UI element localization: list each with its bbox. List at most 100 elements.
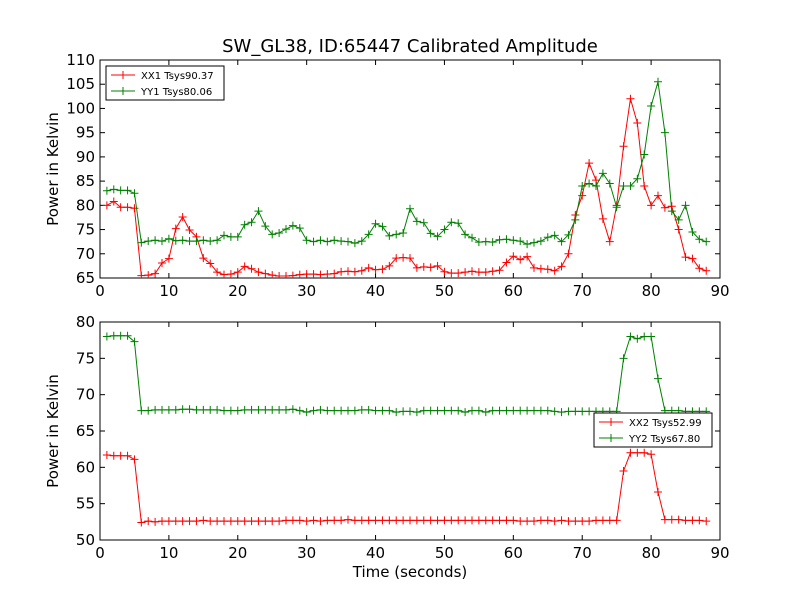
data-point bbox=[557, 408, 566, 417]
data-point bbox=[619, 142, 628, 151]
data-point bbox=[109, 451, 118, 460]
data-point bbox=[323, 237, 332, 246]
data-point bbox=[344, 515, 352, 524]
data-point bbox=[495, 266, 504, 275]
data-point bbox=[275, 228, 284, 237]
data-point bbox=[137, 406, 146, 415]
data-point bbox=[454, 516, 463, 525]
data-point bbox=[495, 516, 504, 525]
data-point bbox=[268, 517, 277, 526]
data-point bbox=[378, 406, 387, 415]
data-point bbox=[536, 264, 545, 273]
data-point bbox=[592, 516, 600, 525]
data-point bbox=[502, 258, 511, 267]
data-point bbox=[309, 270, 318, 278]
data-point bbox=[474, 268, 483, 277]
data-point bbox=[550, 266, 559, 275]
data-point bbox=[550, 231, 559, 240]
data-point bbox=[454, 219, 463, 228]
data-point bbox=[426, 263, 435, 272]
data-point bbox=[488, 406, 497, 415]
data-point bbox=[585, 179, 594, 188]
data-point bbox=[302, 517, 311, 526]
data-point bbox=[213, 268, 222, 277]
data-point bbox=[612, 516, 621, 525]
data-point bbox=[171, 517, 180, 526]
data-point bbox=[681, 201, 690, 210]
data-point bbox=[109, 197, 118, 206]
data-point bbox=[316, 517, 325, 526]
data-point bbox=[509, 516, 518, 525]
data-point bbox=[226, 232, 235, 241]
y-tick-label: 90 bbox=[76, 148, 95, 166]
data-point bbox=[495, 235, 504, 244]
data-point bbox=[295, 516, 304, 525]
data-point bbox=[626, 94, 635, 103]
data-point bbox=[523, 252, 532, 261]
data-point bbox=[364, 516, 373, 525]
data-point bbox=[316, 405, 325, 414]
data-point bbox=[116, 331, 125, 340]
data-point bbox=[337, 516, 346, 525]
data-point bbox=[667, 515, 676, 524]
data-point bbox=[640, 181, 649, 190]
data-point bbox=[137, 271, 146, 278]
data-point bbox=[178, 517, 187, 526]
data-point bbox=[275, 405, 284, 414]
x-tick-label: 20 bbox=[228, 282, 247, 300]
data-point bbox=[502, 516, 511, 525]
data-point bbox=[344, 267, 352, 276]
data-point bbox=[523, 517, 532, 526]
legend-marker bbox=[119, 71, 127, 79]
data-point bbox=[557, 237, 566, 246]
y-tick-label: 85 bbox=[76, 172, 95, 190]
data-point bbox=[433, 232, 442, 241]
data-point bbox=[702, 237, 711, 246]
data-point bbox=[199, 236, 208, 245]
data-point bbox=[571, 517, 580, 526]
data-point bbox=[502, 235, 511, 244]
data-point bbox=[171, 224, 180, 233]
x-tick-label: 60 bbox=[504, 544, 523, 562]
data-point bbox=[578, 517, 587, 526]
data-point bbox=[626, 181, 635, 190]
data-point bbox=[102, 186, 111, 195]
data-point bbox=[309, 237, 318, 246]
data-point bbox=[226, 517, 235, 526]
data-point bbox=[488, 238, 497, 247]
data-point bbox=[468, 516, 476, 525]
data-point bbox=[536, 237, 545, 246]
data-point bbox=[185, 226, 194, 235]
data-point bbox=[419, 218, 428, 227]
data-point bbox=[578, 407, 587, 416]
data-point bbox=[364, 263, 373, 272]
data-point bbox=[543, 233, 552, 242]
data-point bbox=[543, 265, 552, 274]
data-point bbox=[564, 517, 573, 526]
x-tick-label: 10 bbox=[159, 544, 178, 562]
x-tick-label: 20 bbox=[228, 544, 247, 562]
data-point bbox=[681, 516, 690, 525]
data-point bbox=[130, 189, 139, 198]
legend: XX1 Tsys90.37 YY1 Tsys80.06 bbox=[105, 65, 225, 101]
data-point bbox=[571, 215, 580, 224]
data-point bbox=[116, 451, 125, 460]
data-point bbox=[619, 354, 628, 363]
data-point bbox=[275, 272, 284, 278]
data-point bbox=[688, 254, 697, 263]
data-point bbox=[288, 405, 297, 414]
series-0 bbox=[102, 94, 711, 278]
y-tick-label: 80 bbox=[76, 313, 95, 331]
data-point bbox=[468, 267, 476, 276]
data-point bbox=[288, 271, 297, 278]
data-point bbox=[371, 265, 380, 274]
data-point bbox=[316, 236, 325, 245]
data-point bbox=[206, 405, 215, 414]
data-point bbox=[578, 191, 587, 200]
data-point bbox=[516, 237, 525, 246]
data-point bbox=[130, 337, 139, 346]
data-point bbox=[585, 407, 594, 416]
data-point bbox=[536, 406, 545, 415]
data-point bbox=[412, 408, 421, 417]
data-point bbox=[481, 408, 490, 417]
